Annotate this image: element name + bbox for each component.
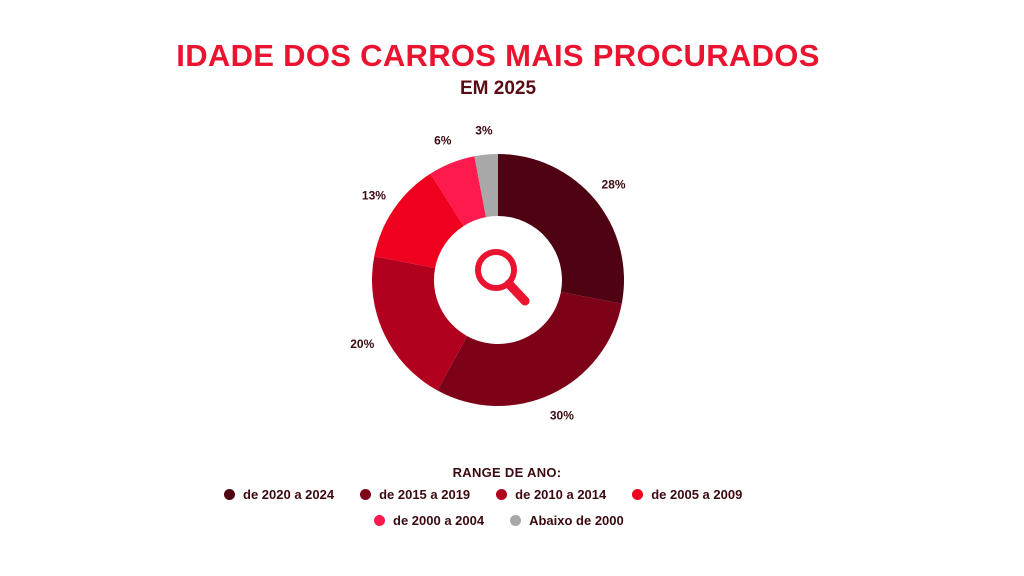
- donut-slice: [498, 154, 624, 304]
- legend-swatch: [632, 489, 644, 500]
- legend-swatch: [224, 489, 235, 500]
- chart-subtitle: EM 2025: [459, 78, 537, 99]
- donut-slices: [372, 154, 624, 406]
- legend-swatch: [360, 489, 372, 500]
- legend-swatch: [374, 515, 385, 526]
- legend-swatch: [496, 489, 508, 500]
- legend-item: Abaixo de 2000: [510, 513, 624, 528]
- legend-item: de 2005 a 2009: [632, 487, 742, 502]
- slice-percent-label: 20%: [350, 337, 374, 351]
- chart-title: IDADE DOS CARROS MAIS PROCURADOS: [176, 38, 820, 73]
- legend-item: de 2010 a 2014: [496, 487, 606, 502]
- donut-slice: [372, 256, 468, 391]
- legend-item: de 2015 a 2019: [360, 487, 470, 502]
- slice-percent-label: 28%: [602, 177, 626, 191]
- legend-row-1: de 2020 a 2024 de 2015 a 2019 de 2010 a …: [224, 487, 742, 502]
- legend-label: Abaixo de 2000: [529, 513, 624, 528]
- slice-percent-label: 13%: [362, 189, 386, 203]
- donut-slice: [374, 173, 464, 269]
- legend-row-2: de 2000 a 2004 Abaixo de 2000: [374, 513, 624, 528]
- legend-item: de 2020 a 2024: [224, 487, 334, 502]
- legend-item: de 2000 a 2004: [374, 513, 484, 528]
- slice-percent-label: 6%: [434, 134, 452, 148]
- slice-labels: 28% 30% 20% 13% 6% 3%: [350, 124, 626, 423]
- legend-label: de 2000 a 2004: [393, 513, 485, 528]
- donut-slice: [430, 156, 487, 226]
- search-icon: [475, 249, 530, 306]
- donut-slice: [437, 291, 622, 406]
- donut-slice: [474, 154, 498, 218]
- legend-title: RANGE DE ANO:: [452, 465, 562, 480]
- slice-percent-label: 30%: [550, 409, 574, 423]
- slice-percent-label: 3%: [475, 124, 493, 138]
- legend-label: de 2020 a 2024: [243, 487, 335, 502]
- legend-label: de 2005 a 2009: [651, 487, 743, 502]
- legend-swatch: [510, 515, 522, 526]
- legend-label: de 2010 a 2014: [515, 487, 607, 502]
- donut-chart: 28% 30% 20% 13% 6% 3%: [350, 124, 626, 423]
- legend-label: de 2015 a 2019: [379, 487, 471, 502]
